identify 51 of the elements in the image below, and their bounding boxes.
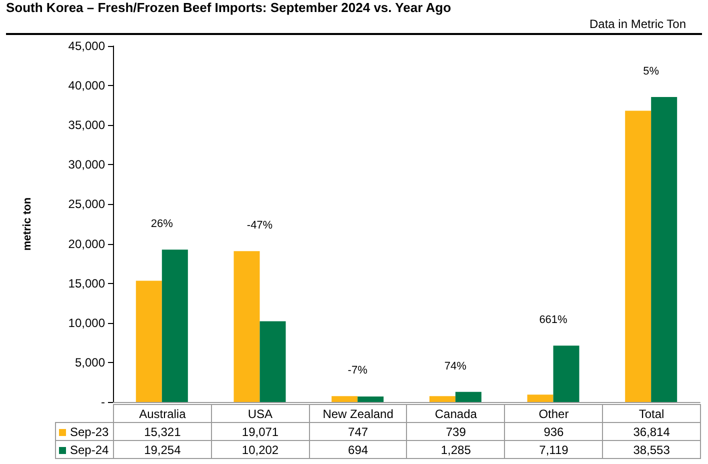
y-tick-label: 25,000 bbox=[68, 197, 106, 212]
y-axis-title: metric ton bbox=[22, 197, 34, 251]
x-tick-label: New Zealand bbox=[309, 404, 407, 422]
text: 10,202 bbox=[242, 442, 279, 456]
x-tick-label: Australia bbox=[114, 404, 212, 422]
text: 1,285 bbox=[440, 442, 471, 456]
chart-title: South Korea – Fresh/Frozen Beef Imports: September 2024 vs. Year Ago bbox=[6, 0, 452, 15]
bar bbox=[234, 251, 260, 402]
annotation: 26% bbox=[150, 218, 174, 230]
annotation: 5% bbox=[643, 66, 660, 78]
y-tick-label: 20,000 bbox=[68, 236, 106, 251]
legend-label: Sep-23 bbox=[56, 422, 114, 440]
annotation: -7% bbox=[348, 364, 368, 377]
bar bbox=[625, 110, 652, 402]
x-tick-label: Total bbox=[602, 404, 700, 422]
text: 747 bbox=[348, 424, 368, 438]
bar bbox=[162, 250, 188, 402]
annotation: 74% bbox=[444, 360, 467, 372]
y-tick-label: 15,000 bbox=[68, 276, 106, 290]
bar bbox=[527, 394, 554, 402]
y-tick-label: 30,000 bbox=[68, 158, 106, 172]
text: 19,254 bbox=[144, 442, 181, 456]
bar bbox=[332, 396, 358, 402]
bar bbox=[553, 346, 580, 402]
bar bbox=[260, 321, 286, 402]
x-tick-label: USA bbox=[211, 404, 310, 422]
text: 36,814 bbox=[633, 424, 670, 438]
chart-subtitle: Data in Metric Ton bbox=[590, 17, 686, 31]
x-tick-label: Canada bbox=[406, 404, 505, 422]
annotation: 661% bbox=[539, 314, 568, 326]
bar bbox=[651, 97, 678, 402]
text: 936 bbox=[544, 424, 564, 438]
text: 694 bbox=[348, 442, 368, 456]
text: 15,321 bbox=[144, 424, 181, 438]
y-tick-label: 40,000 bbox=[68, 78, 106, 93]
y-tick-label: 10,000 bbox=[68, 316, 106, 330]
y-tick-label: 35,000 bbox=[68, 118, 106, 132]
annotation: -47% bbox=[246, 220, 273, 232]
bar bbox=[358, 396, 384, 402]
legend-label: Sep-24 bbox=[56, 440, 114, 458]
y-tick-label: - bbox=[101, 395, 105, 409]
y-tick-label: 45,000 bbox=[68, 39, 106, 53]
x-tick-label: Other bbox=[504, 404, 603, 422]
y-tick-label: 5,000 bbox=[74, 355, 106, 370]
bar bbox=[136, 280, 162, 402]
text: 739 bbox=[446, 424, 466, 438]
text: 7,119 bbox=[539, 442, 568, 456]
bar bbox=[429, 396, 456, 402]
text: 38,553 bbox=[633, 442, 670, 456]
bar bbox=[455, 392, 482, 402]
text: 19,071 bbox=[242, 424, 279, 438]
